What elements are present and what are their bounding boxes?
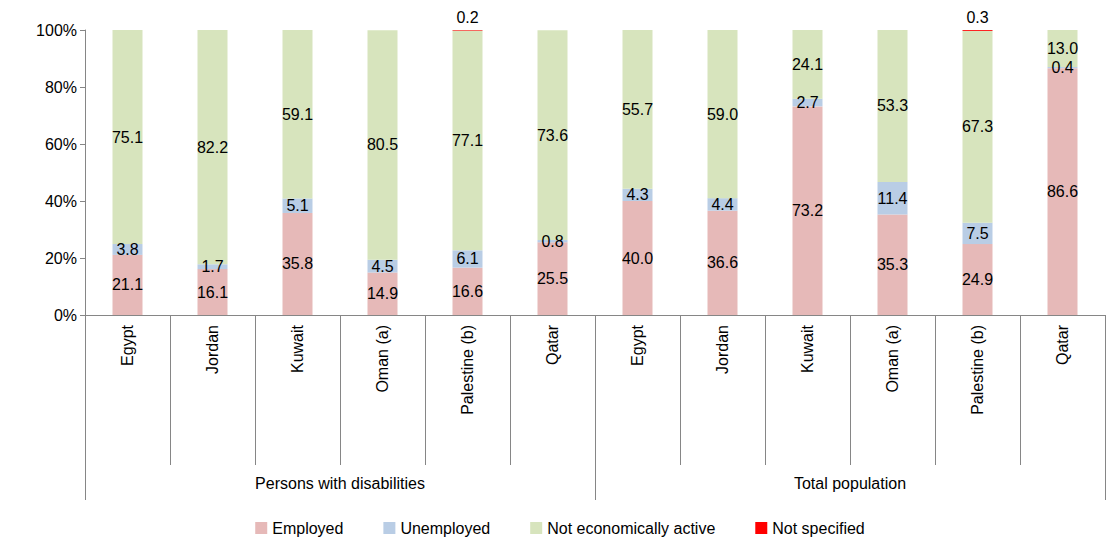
svg-text:2.7: 2.7 <box>796 94 818 111</box>
svg-text:Oman (a): Oman (a) <box>884 325 901 393</box>
svg-text:59.0: 59.0 <box>707 106 738 123</box>
svg-text:0.8: 0.8 <box>541 233 563 250</box>
svg-text:20%: 20% <box>45 250 77 267</box>
svg-text:35.8: 35.8 <box>282 255 313 272</box>
svg-text:Qatar: Qatar <box>1054 324 1071 365</box>
svg-text:21.1: 21.1 <box>112 276 143 293</box>
svg-text:Egypt: Egypt <box>119 324 136 365</box>
svg-text:73.6: 73.6 <box>537 127 568 144</box>
svg-text:60%: 60% <box>45 136 77 153</box>
svg-text:53.3: 53.3 <box>877 97 908 114</box>
svg-text:4.3: 4.3 <box>626 186 648 203</box>
svg-text:73.2: 73.2 <box>792 202 823 219</box>
svg-text:1.7: 1.7 <box>201 258 223 275</box>
svg-text:13.0: 13.0 <box>1047 40 1078 57</box>
svg-text:25.5: 25.5 <box>537 270 568 287</box>
svg-text:24.1: 24.1 <box>792 56 823 73</box>
svg-text:80%: 80% <box>45 79 77 96</box>
svg-text:16.6: 16.6 <box>452 283 483 300</box>
svg-text:82.2: 82.2 <box>197 139 228 156</box>
svg-text:Jordan: Jordan <box>204 325 221 374</box>
svg-text:0%: 0% <box>54 307 77 324</box>
svg-text:Jordan: Jordan <box>714 325 731 374</box>
svg-text:Employed: Employed <box>272 520 343 537</box>
svg-text:Not specified: Not specified <box>772 520 865 537</box>
svg-text:80.5: 80.5 <box>367 136 398 153</box>
svg-text:16.1: 16.1 <box>197 284 228 301</box>
svg-text:77.1: 77.1 <box>452 132 483 149</box>
svg-text:Palestine (b): Palestine (b) <box>459 325 476 415</box>
svg-text:0.2: 0.2 <box>456 9 478 26</box>
svg-text:100%: 100% <box>36 22 77 39</box>
svg-text:4.4: 4.4 <box>711 196 733 213</box>
svg-text:35.3: 35.3 <box>877 256 908 273</box>
svg-text:Palestine (b): Palestine (b) <box>969 325 986 415</box>
svg-text:55.7: 55.7 <box>622 101 653 118</box>
svg-text:11.4: 11.4 <box>878 190 908 207</box>
svg-text:Unemployed: Unemployed <box>400 520 490 537</box>
svg-text:75.1: 75.1 <box>112 129 143 146</box>
svg-text:0.4: 0.4 <box>1051 59 1073 76</box>
svg-text:3.8: 3.8 <box>116 241 138 258</box>
svg-text:36.6: 36.6 <box>707 254 738 271</box>
svg-text:5.1: 5.1 <box>286 197 308 214</box>
svg-text:67.3: 67.3 <box>962 118 993 135</box>
svg-text:14.9: 14.9 <box>367 285 398 302</box>
svg-text:Persons with disabilities: Persons with disabilities <box>255 475 425 492</box>
svg-text:Total population: Total population <box>794 475 906 492</box>
svg-text:Egypt: Egypt <box>629 324 646 365</box>
svg-text:40.0: 40.0 <box>622 250 653 267</box>
svg-text:Not economically active: Not economically active <box>547 520 715 537</box>
svg-text:Kuwait: Kuwait <box>799 324 816 373</box>
svg-text:0.3: 0.3 <box>966 9 988 26</box>
svg-text:Qatar: Qatar <box>544 324 561 365</box>
svg-text:7.5: 7.5 <box>966 225 988 242</box>
svg-text:24.9: 24.9 <box>962 271 993 288</box>
svg-text:86.6: 86.6 <box>1047 183 1078 200</box>
svg-text:59.1: 59.1 <box>282 106 313 123</box>
svg-text:Oman (a): Oman (a) <box>374 325 391 393</box>
svg-text:4.5: 4.5 <box>371 258 393 275</box>
svg-text:40%: 40% <box>45 193 77 210</box>
svg-text:6.1: 6.1 <box>456 250 478 267</box>
svg-text:Kuwait: Kuwait <box>289 324 306 373</box>
